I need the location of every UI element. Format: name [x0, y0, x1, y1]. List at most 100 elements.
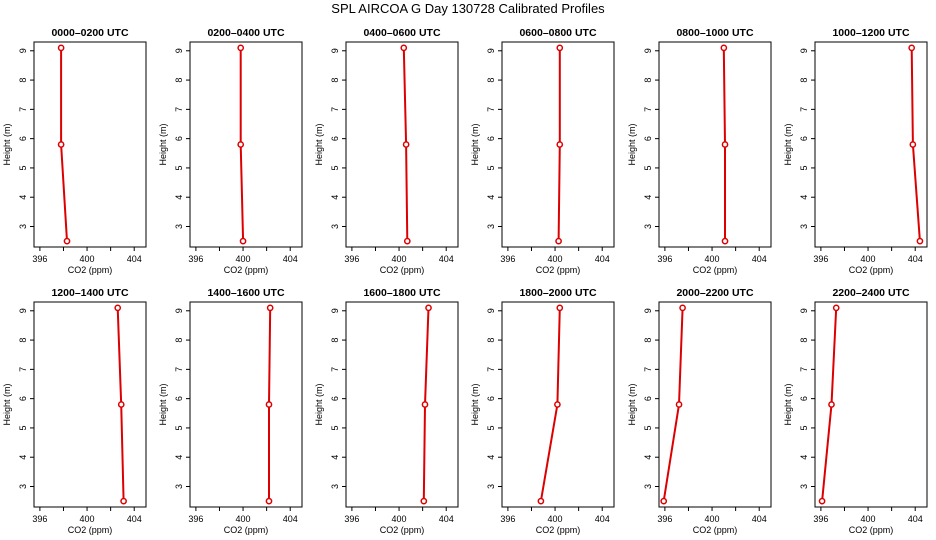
panel-11-data-point	[679, 304, 686, 312]
panel-9-ytick-label: 9	[330, 308, 340, 313]
panel-11-ytick-label: 3	[643, 484, 653, 489]
panel-2-ytick-label: 7	[174, 107, 184, 112]
panel-8-ytick-label: 9	[174, 308, 184, 313]
panel-3-ytick-label: 7	[330, 107, 340, 112]
panel-4-ytick-label: 8	[486, 78, 496, 83]
panel-10-xlabel: CO2 (ppm)	[536, 525, 581, 535]
panel-5-frame	[658, 41, 772, 248]
panel-1-xtick-label: 404	[127, 254, 142, 264]
panel-12-ytick-label: 5	[799, 425, 809, 430]
panel-12-title: 2200–2400 UTC	[832, 287, 909, 299]
panel-8-ytick-label: 6	[174, 396, 184, 401]
panel-8-title: 1400–1600 UTC	[207, 287, 284, 299]
panel-9-ytick-label: 5	[330, 425, 340, 430]
panel-8-ytick-label: 4	[174, 455, 184, 460]
panel-1-xlabel: CO2 (ppm)	[68, 265, 113, 275]
panel-4-data-point	[556, 141, 564, 148]
panel-11-ytick-label: 6	[643, 396, 653, 401]
panel-12-xtick-label: 404	[908, 514, 923, 524]
panel-5-data-point	[721, 237, 729, 245]
panel-11-ytick-label: 8	[643, 338, 653, 343]
panel-8-xtick-label: 396	[188, 514, 203, 524]
panel-10-ytick-label: 9	[486, 308, 496, 313]
panel-4-ylabel: Height (m)	[470, 123, 480, 165]
panel-10-xtick-label: 404	[595, 514, 610, 524]
panel-6-xlabel: CO2 (ppm)	[849, 265, 894, 275]
panel-1-data-point	[57, 141, 65, 148]
panel-4-xtick-label: 404	[595, 254, 610, 264]
panel-3-frame	[345, 41, 459, 248]
panel-3-ytick-label: 5	[330, 165, 340, 170]
panel-8-xlabel: CO2 (ppm)	[224, 525, 269, 535]
panel-6-ytick-label: 5	[799, 165, 809, 170]
panel-11-xtick-label: 400	[705, 514, 720, 524]
panel-12-frame	[814, 301, 928, 508]
panel-5-ytick-label: 6	[643, 136, 653, 141]
panel-5-xtick-label: 396	[657, 254, 672, 264]
panel-5-ylabel: Height (m)	[627, 123, 637, 165]
panel-11-ytick-label: 5	[643, 425, 653, 430]
panel-4-ytick-label: 5	[486, 165, 496, 170]
panel-1-ylabel: Height (m)	[2, 123, 12, 165]
panel-2-xtick-label: 404	[283, 254, 298, 264]
panel-3-ytick-label: 3	[330, 224, 340, 229]
panel-5-data-point	[721, 141, 729, 148]
panel-4-ytick-label: 4	[486, 195, 496, 200]
panel-6-frame	[814, 41, 928, 248]
panel-6-ytick-label: 8	[799, 78, 809, 83]
panel-12-xtick-label: 396	[813, 514, 828, 524]
panel-4-ytick-label: 6	[486, 136, 496, 141]
panel-4-frame	[501, 41, 615, 248]
panel-5-ytick-label: 3	[643, 224, 653, 229]
panel-7-xtick-label: 396	[32, 514, 47, 524]
panel-12-ytick-label: 9	[799, 308, 809, 313]
panel-2-ytick-label: 5	[174, 165, 184, 170]
panel-7-data-point	[120, 497, 127, 505]
panel-9-data-point	[425, 304, 432, 312]
panel-11-xlabel: CO2 (ppm)	[693, 525, 738, 535]
panel-11-ytick-label: 7	[643, 367, 653, 372]
panel-4-xtick-label: 396	[500, 254, 515, 264]
panel-7-xtick-label: 404	[127, 514, 142, 524]
panel-7-ytick-label: 8	[18, 338, 28, 343]
panel-9-frame	[345, 301, 459, 508]
panel-3-ytick-label: 9	[330, 48, 340, 53]
panel-1-title: 0000–0200 UTC	[51, 27, 128, 39]
panel-12-ytick-label: 4	[799, 455, 809, 460]
panel-7-ytick-label: 4	[18, 455, 28, 460]
panel-6-ytick-label: 7	[799, 107, 809, 112]
panel-2-ytick-label: 3	[174, 224, 184, 229]
panel-12-xlabel: CO2 (ppm)	[849, 525, 894, 535]
panel-11-xtick-label: 404	[752, 514, 767, 524]
panel-8-ytick-label: 8	[174, 338, 184, 343]
panel-7-xtick-label: 400	[80, 514, 95, 524]
panel-1-data-point	[57, 44, 65, 52]
panel-2-data-point	[237, 141, 245, 148]
panel-12-data-point	[832, 304, 840, 312]
panel-7-ylabel: Height (m)	[2, 383, 12, 425]
panel-7-ytick-label: 9	[18, 308, 28, 313]
panel-3-ytick-label: 6	[330, 136, 340, 141]
panel-2-xlabel: CO2 (ppm)	[224, 265, 269, 275]
panel-12-ytick-label: 6	[799, 396, 809, 401]
panel-5-data-point	[720, 44, 728, 52]
panel-7-ytick-label: 5	[18, 425, 28, 430]
panel-6-title: 1000–1200 UTC	[832, 27, 909, 39]
panel-7-ytick-label: 6	[18, 396, 28, 401]
panel-1-ytick-label: 3	[18, 224, 28, 229]
panel-2-ytick-label: 6	[174, 136, 184, 141]
panel-10-ylabel: Height (m)	[470, 383, 480, 425]
panel-8-data-point	[265, 497, 273, 505]
panel-12-ylabel: Height (m)	[783, 383, 793, 425]
panel-8-ytick-label: 7	[174, 367, 184, 372]
panel-4-ytick-label: 7	[486, 107, 496, 112]
panel-12-ytick-label: 7	[799, 367, 809, 372]
panel-10-ytick-label: 3	[486, 484, 496, 489]
panel-11-ytick-label: 4	[643, 455, 653, 460]
panel-10-title: 1800–2000 UTC	[519, 287, 596, 299]
panel-9-ytick-label: 6	[330, 396, 340, 401]
panel-7-xlabel: CO2 (ppm)	[68, 525, 113, 535]
panel-5-xtick-label: 400	[705, 254, 720, 264]
panel-6-ytick-label: 4	[799, 195, 809, 200]
panel-3-xtick-label: 396	[344, 254, 359, 264]
